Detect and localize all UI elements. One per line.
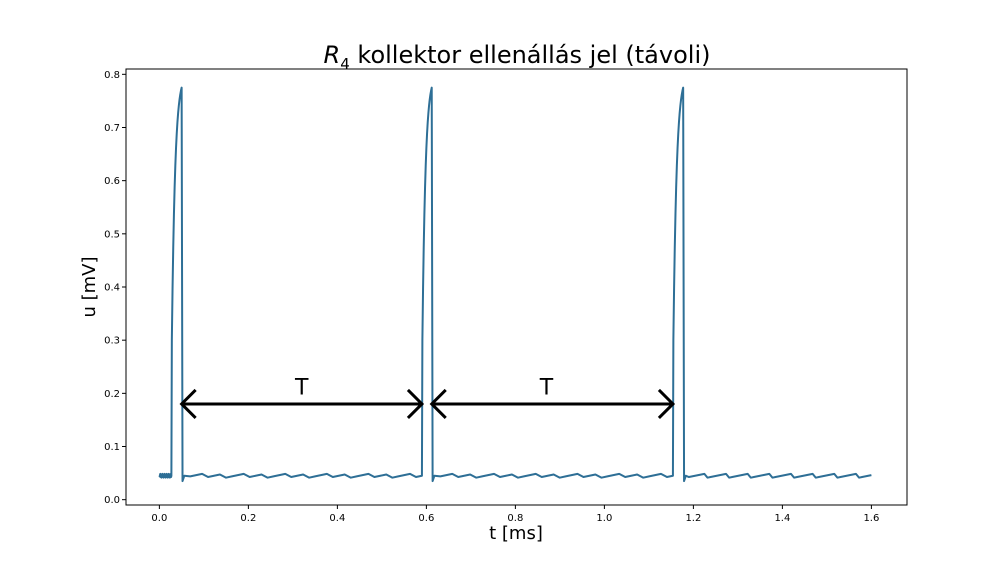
period-arrow-head-right xyxy=(657,388,676,420)
y-tick-label: 0.6 xyxy=(104,176,120,187)
y-tick-label: 0.1 xyxy=(104,442,120,453)
x-tick-label: 0.4 xyxy=(329,513,345,524)
period-label: T xyxy=(294,375,309,400)
x-tick-label: 1.6 xyxy=(863,513,879,524)
x-axis-label: t [ms] xyxy=(489,523,543,544)
x-tick-label: 0.0 xyxy=(151,513,167,524)
y-tick-label: 0.3 xyxy=(104,336,120,347)
y-tick-label: 0.4 xyxy=(104,283,120,294)
x-tick-label: 0.2 xyxy=(240,513,256,524)
x-tick-label: 1.4 xyxy=(774,513,790,524)
period-arrow-head-left xyxy=(179,388,197,420)
period-label: T xyxy=(539,375,554,400)
x-tick-label: 0.8 xyxy=(507,513,523,524)
x-tick-label: 1.0 xyxy=(596,513,612,524)
period-arrow-head-left xyxy=(429,388,447,420)
y-tick-label: 0.5 xyxy=(104,229,120,240)
x-tick-label: 0.6 xyxy=(418,513,434,524)
y-tick-label: 0.0 xyxy=(104,495,120,506)
y-tick-label: 0.7 xyxy=(104,123,120,134)
signal-series-line xyxy=(158,86,872,483)
y-axis-label: u [mV] xyxy=(79,256,100,317)
x-tick-label: 1.2 xyxy=(685,513,701,524)
period-arrow-head-right xyxy=(406,388,425,420)
y-tick-label: 0.8 xyxy=(104,70,120,81)
y-tick-label: 0.2 xyxy=(104,389,120,400)
plot-area xyxy=(125,68,908,506)
chart-title: R4 kollektor ellenállás jel (távoli) xyxy=(324,41,711,73)
